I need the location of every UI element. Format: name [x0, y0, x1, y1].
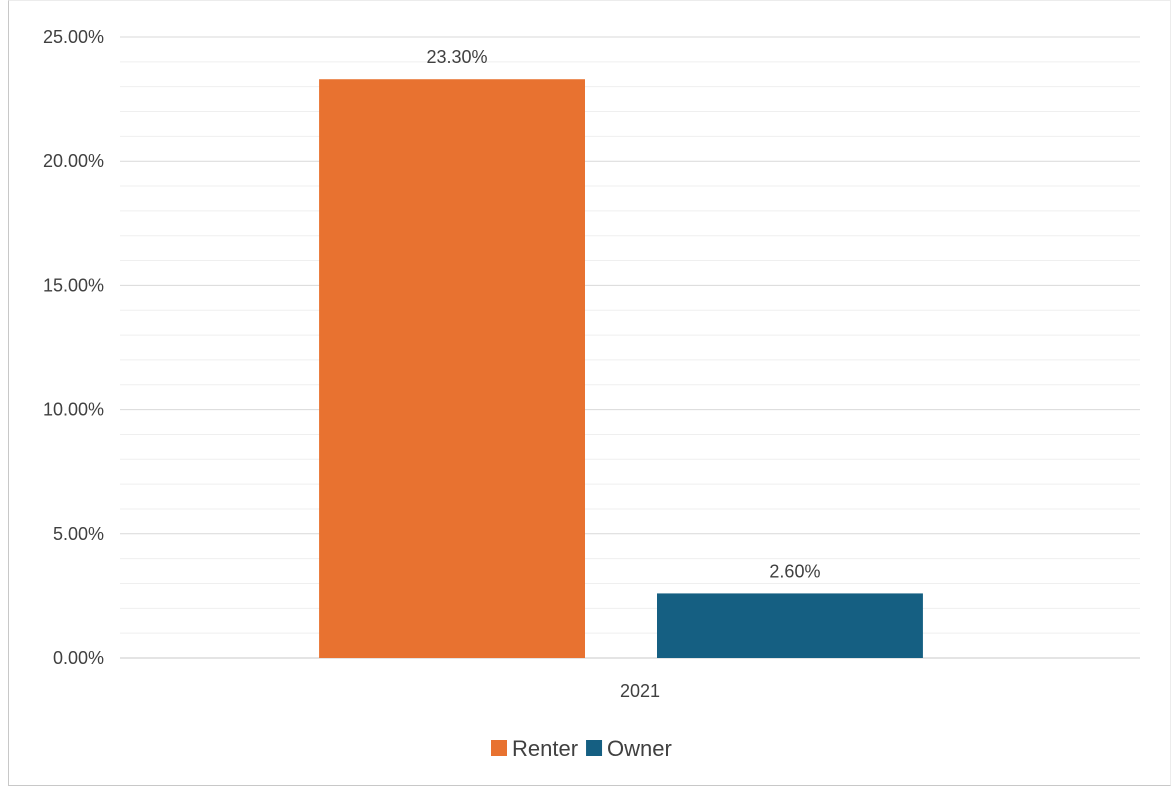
bar-renter	[319, 79, 585, 658]
legend-item-owner: Owner	[586, 736, 672, 761]
y-tick-label: 20.00%	[43, 151, 104, 171]
chart-frame	[8, 0, 1171, 786]
x-tick-label: 2021	[620, 681, 660, 701]
bars	[319, 79, 923, 658]
legend: Renter Owner	[491, 736, 672, 761]
y-tick-label: 15.00%	[43, 275, 104, 295]
x-axis-tick-labels: 2021	[620, 681, 660, 701]
legend-item-renter: Renter	[491, 736, 578, 761]
y-tick-label: 25.00%	[43, 27, 104, 47]
y-tick-label: 5.00%	[53, 524, 104, 544]
data-labels: 23.30% 2.60%	[427, 47, 821, 581]
data-label-renter: 23.30%	[427, 47, 488, 67]
legend-label: Owner	[607, 736, 672, 761]
legend-label: Renter	[512, 736, 578, 761]
bar-owner	[657, 593, 923, 658]
y-axis-tick-labels: 0.00% 5.00% 10.00% 15.00% 20.00% 25.00%	[43, 27, 104, 668]
gridlines	[120, 36, 1140, 659]
y-tick-label: 10.00%	[43, 400, 104, 420]
data-label-owner: 2.60%	[769, 561, 820, 581]
y-tick-label: 0.00%	[53, 648, 104, 668]
legend-swatch	[491, 740, 507, 756]
legend-swatch	[586, 740, 603, 756]
